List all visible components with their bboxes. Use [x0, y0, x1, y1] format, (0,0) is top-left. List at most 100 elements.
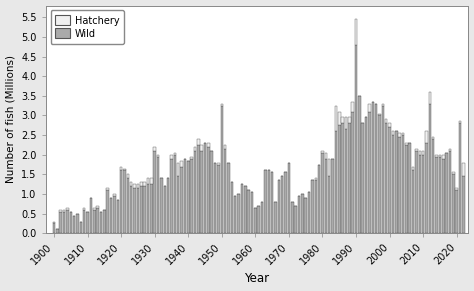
Bar — [180, 161, 183, 166]
Bar — [331, 159, 334, 233]
Bar — [251, 192, 253, 233]
Bar — [438, 155, 441, 157]
Bar — [341, 123, 344, 233]
Bar — [422, 151, 424, 155]
Bar — [194, 147, 196, 151]
Bar — [459, 121, 461, 123]
Bar — [449, 149, 451, 151]
Bar — [435, 155, 438, 157]
Bar — [428, 104, 431, 233]
Bar — [385, 119, 387, 123]
Bar — [315, 180, 317, 233]
Bar — [338, 111, 340, 125]
Bar — [388, 127, 391, 233]
Bar — [375, 104, 377, 233]
Bar — [335, 131, 337, 233]
Y-axis label: Number of fish (Millions): Number of fish (Millions) — [6, 55, 16, 183]
Bar — [261, 202, 264, 233]
Bar — [425, 131, 428, 143]
Bar — [247, 190, 250, 233]
Bar — [368, 111, 371, 233]
Bar — [368, 104, 371, 111]
Bar — [140, 182, 143, 186]
Bar — [207, 143, 210, 147]
Bar — [415, 151, 418, 233]
Bar — [96, 206, 99, 208]
Bar — [462, 163, 465, 176]
Bar — [197, 145, 200, 233]
Bar — [438, 157, 441, 233]
Bar — [456, 188, 458, 190]
Bar — [201, 151, 203, 233]
Bar — [338, 125, 340, 233]
Bar — [127, 178, 129, 233]
Bar — [345, 118, 347, 129]
Bar — [398, 137, 401, 233]
Bar — [170, 155, 173, 159]
Bar — [442, 159, 445, 233]
Bar — [328, 176, 330, 233]
Bar — [59, 212, 62, 233]
Legend: Hatchery, Wild: Hatchery, Wild — [51, 10, 124, 44]
Bar — [59, 210, 62, 212]
Bar — [127, 174, 129, 178]
Bar — [160, 178, 163, 233]
Bar — [385, 123, 387, 233]
Bar — [358, 96, 361, 233]
Bar — [86, 212, 89, 233]
Bar — [66, 208, 69, 210]
Bar — [412, 171, 414, 233]
Bar — [405, 145, 408, 233]
Bar — [173, 153, 176, 155]
Bar — [422, 155, 424, 233]
Bar — [442, 155, 445, 159]
Bar — [157, 157, 159, 233]
Bar — [96, 208, 99, 233]
Bar — [133, 184, 136, 188]
Bar — [315, 178, 317, 180]
Bar — [191, 159, 193, 233]
Bar — [355, 19, 357, 45]
Bar — [402, 135, 404, 233]
Bar — [291, 202, 293, 233]
Bar — [123, 168, 126, 171]
Bar — [405, 143, 408, 145]
Bar — [130, 186, 132, 233]
Bar — [328, 159, 330, 176]
Bar — [93, 210, 96, 233]
Bar — [348, 123, 351, 233]
X-axis label: Year: Year — [245, 272, 270, 285]
Bar — [137, 184, 139, 188]
Bar — [123, 171, 126, 233]
Bar — [351, 102, 354, 111]
Bar — [83, 208, 85, 210]
Bar — [335, 106, 337, 131]
Bar — [150, 184, 153, 233]
Bar — [341, 118, 344, 123]
Bar — [257, 206, 260, 233]
Bar — [382, 104, 384, 106]
Bar — [217, 165, 220, 233]
Bar — [173, 155, 176, 233]
Bar — [53, 221, 55, 223]
Bar — [311, 180, 314, 233]
Bar — [63, 212, 65, 233]
Bar — [220, 106, 223, 233]
Bar — [419, 151, 421, 155]
Bar — [180, 166, 183, 233]
Bar — [83, 210, 85, 233]
Bar — [140, 186, 143, 233]
Bar — [271, 173, 273, 233]
Bar — [321, 153, 324, 233]
Bar — [147, 184, 149, 233]
Bar — [325, 153, 327, 159]
Bar — [294, 206, 297, 233]
Bar — [164, 186, 166, 233]
Bar — [120, 171, 122, 233]
Bar — [345, 129, 347, 233]
Bar — [298, 196, 300, 233]
Bar — [415, 149, 418, 151]
Bar — [93, 208, 96, 210]
Bar — [432, 139, 435, 233]
Bar — [177, 176, 180, 233]
